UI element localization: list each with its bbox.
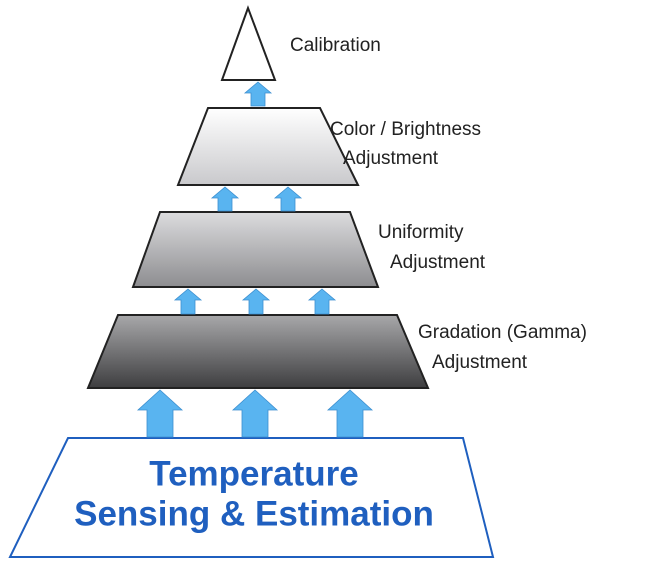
label: Gradation (Gamma): [418, 322, 587, 343]
arrow: [241, 288, 271, 315]
gradation-layer: [86, 314, 430, 389]
arrow: [173, 288, 203, 315]
label: Adjustment: [390, 252, 486, 273]
label: Adjustment: [432, 352, 528, 373]
uniformity-layer: [131, 211, 380, 288]
label: Adjustment: [343, 148, 439, 169]
arrow: [307, 288, 337, 315]
calibration-triangle: [220, 5, 277, 81]
label: Calibration: [290, 35, 381, 56]
label: Uniformity: [378, 222, 464, 243]
arrow: [243, 81, 273, 107]
arrow: [136, 389, 184, 438]
arrow: [231, 389, 279, 438]
temperature-layer: [8, 437, 495, 558]
arrow: [210, 186, 240, 212]
arrow: [326, 389, 374, 438]
label: Color / Brightness: [330, 119, 481, 140]
color-layer: [176, 107, 360, 186]
main-label: Sensing & Estimation: [74, 494, 434, 533]
arrow: [273, 186, 303, 212]
main-label: Temperature: [149, 454, 358, 493]
